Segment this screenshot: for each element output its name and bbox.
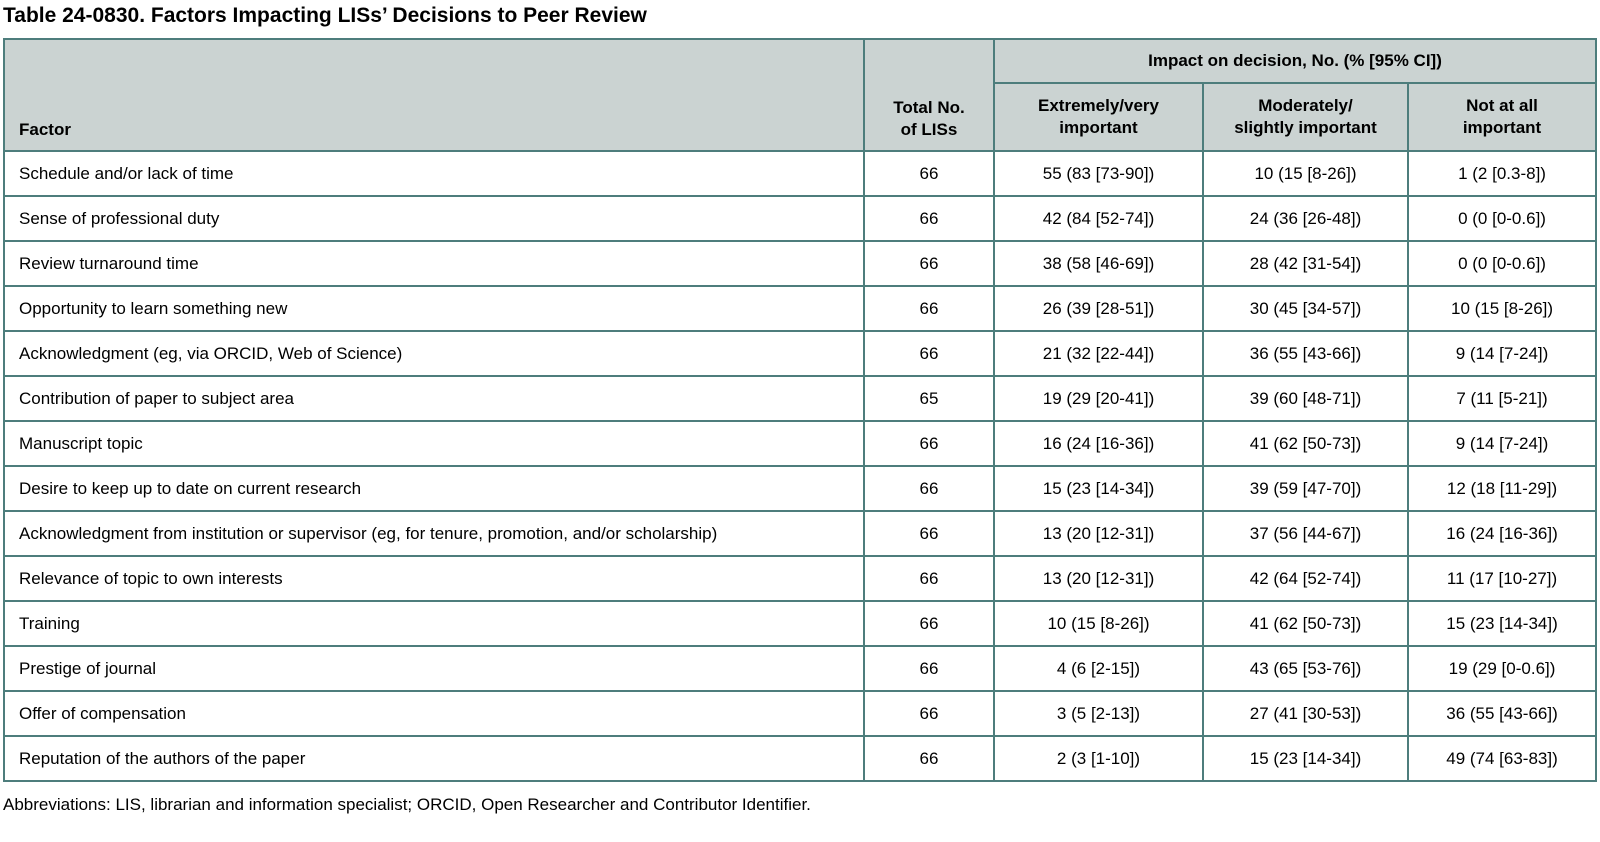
cell-extremely-important: 21 (32 [22-44]) xyxy=(993,330,1204,377)
table-row: Review turnaround time 66 38 (58 [46-69]) 2… xyxy=(3,240,1598,287)
cell-total-liss: 66 xyxy=(863,465,995,512)
col-header-extremely-important: Extremely/very important xyxy=(993,82,1204,152)
cell-not-at-all-important: 0 (0 [0-0.6]) xyxy=(1406,240,1598,287)
cell-factor: Acknowledgment from institution or super… xyxy=(3,510,865,557)
cell-factor: Relevance of topic to own interests xyxy=(3,555,865,602)
cell-total-liss: 66 xyxy=(863,195,995,242)
cell-not-at-all-important: 36 (55 [43-66]) xyxy=(1406,690,1598,737)
cell-total-liss: 66 xyxy=(863,420,995,467)
cell-factor: Manuscript topic xyxy=(3,420,865,467)
cell-moderately-important: 39 (59 [47-70]) xyxy=(1202,465,1409,512)
cell-factor: Desire to keep up to date on current res… xyxy=(3,465,865,512)
table-row: Relevance of topic to own interests 66 13 … xyxy=(3,555,1598,602)
cell-not-at-all-important: 15 (23 [14-34]) xyxy=(1406,600,1598,647)
cell-extremely-important: 13 (20 [12-31]) xyxy=(993,510,1204,557)
cell-not-at-all-important: 10 (15 [8-26]) xyxy=(1406,285,1598,332)
cell-not-at-all-important: 12 (18 [11-29]) xyxy=(1406,465,1598,512)
cell-moderately-important: 42 (64 [52-74]) xyxy=(1202,555,1409,602)
table-row: Prestige of journal 66 4 (6 [2-15]) 43 (65 … xyxy=(3,645,1598,692)
table-row: Acknowledgment (eg, via ORCID, Web of Sc… xyxy=(3,330,1598,377)
cell-factor: Reputation of the authors of the paper xyxy=(3,735,865,782)
cell-not-at-all-important: 1 (2 [0.3-8]) xyxy=(1406,150,1598,197)
cell-not-at-all-important: 49 (74 [63-83]) xyxy=(1406,735,1598,782)
cell-moderately-important: 30 (45 [34-57]) xyxy=(1202,285,1409,332)
table-row: Manuscript topic 66 16 (24 [16-36]) 41 (62 … xyxy=(3,420,1598,467)
cell-moderately-important: 28 (42 [31-54]) xyxy=(1202,240,1409,287)
cell-factor: Contribution of paper to subject area xyxy=(3,375,865,422)
cell-factor: Review turnaround time xyxy=(3,240,865,287)
cell-extremely-important: 10 (15 [8-26]) xyxy=(993,600,1204,647)
cell-factor: Opportunity to learn something new xyxy=(3,285,865,332)
cell-moderately-important: 24 (36 [26-48]) xyxy=(1202,195,1409,242)
cell-moderately-important: 41 (62 [50-73]) xyxy=(1202,420,1409,467)
cell-extremely-important: 4 (6 [2-15]) xyxy=(993,645,1204,692)
cell-moderately-important: 43 (65 [53-76]) xyxy=(1202,645,1409,692)
col-group-header-impact: Impact on decision, No. (% [95% CI]) xyxy=(992,38,1598,84)
cell-not-at-all-important: 9 (14 [7-24]) xyxy=(1406,420,1598,467)
table-row: Desire to keep up to date on current res… xyxy=(3,465,1598,512)
header-row-group: Factor Total No. of LISs Impact on decis… xyxy=(3,38,1598,152)
cell-not-at-all-important: 11 (17 [10-27]) xyxy=(1406,555,1598,602)
cell-extremely-important: 16 (24 [16-36]) xyxy=(993,420,1204,467)
page: Table 24-0830. Factors Impacting LISs’ D… xyxy=(3,4,1598,814)
cell-extremely-important: 19 (29 [20-41]) xyxy=(993,375,1204,422)
cell-factor: Sense of professional duty xyxy=(3,195,865,242)
cell-total-liss: 66 xyxy=(863,600,995,647)
cell-not-at-all-important: 19 (29 [0-0.6]) xyxy=(1406,645,1598,692)
cell-extremely-important: 55 (83 [73-90]) xyxy=(993,150,1204,197)
cell-total-liss: 66 xyxy=(863,285,995,332)
col-header-total-liss: Total No. of LISs xyxy=(863,38,995,152)
table-row: Opportunity to learn something new 66 26 (… xyxy=(3,285,1598,332)
cell-not-at-all-important: 7 (11 [5-21]) xyxy=(1406,375,1598,422)
cell-extremely-important: 15 (23 [14-34]) xyxy=(993,465,1204,512)
cell-moderately-important: 27 (41 [30-53]) xyxy=(1202,690,1409,737)
cell-factor: Training xyxy=(3,600,865,647)
col-header-factor: Factor xyxy=(3,38,865,152)
factors-table: Factor Total No. of LISs Impact on decis… xyxy=(3,38,1598,782)
cell-not-at-all-important: 0 (0 [0-0.6]) xyxy=(1406,195,1598,242)
cell-total-liss: 66 xyxy=(863,510,995,557)
table-row: Training 66 10 (15 [8-26]) 41 (62 [50-73]) 1… xyxy=(3,600,1598,647)
cell-moderately-important: 41 (62 [50-73]) xyxy=(1202,600,1409,647)
col-header-moderately-important: Moderately/ slightly important xyxy=(1202,82,1409,152)
cell-total-liss: 66 xyxy=(863,240,995,287)
cell-total-liss: 66 xyxy=(863,645,995,692)
cell-factor: Schedule and/or lack of time xyxy=(3,150,865,197)
cell-total-liss: 65 xyxy=(863,375,995,422)
cell-extremely-important: 38 (58 [46-69]) xyxy=(993,240,1204,287)
table-row: Reputation of the authors of the paper 66… xyxy=(3,735,1598,782)
cell-extremely-important: 13 (20 [12-31]) xyxy=(993,555,1204,602)
col-header-not-at-all-important: Not at all important xyxy=(1406,82,1598,152)
cell-not-at-all-important: 9 (14 [7-24]) xyxy=(1406,330,1598,377)
cell-total-liss: 66 xyxy=(863,150,995,197)
cell-factor: Offer of compensation xyxy=(3,690,865,737)
cell-extremely-important: 26 (39 [28-51]) xyxy=(993,285,1204,332)
table-row: Contribution of paper to subject area 65 1… xyxy=(3,375,1598,422)
cell-total-liss: 66 xyxy=(863,330,995,377)
cell-moderately-important: 36 (55 [43-66]) xyxy=(1202,330,1409,377)
cell-moderately-important: 39 (60 [48-71]) xyxy=(1202,375,1409,422)
cell-extremely-important: 2 (3 [1-10]) xyxy=(993,735,1204,782)
cell-total-liss: 66 xyxy=(863,735,995,782)
table-row: Acknowledgment from institution or super… xyxy=(3,510,1598,557)
table-header: Factor Total No. of LISs Impact on decis… xyxy=(3,38,1598,152)
table-title: Table 24-0830. Factors Impacting LISs’ D… xyxy=(3,4,647,27)
header-row-sub: Extremely/very important Moderately/ sli… xyxy=(4,82,1598,152)
cell-not-at-all-important: 16 (24 [16-36]) xyxy=(1406,510,1598,557)
cell-extremely-important: 42 (84 [52-74]) xyxy=(993,195,1204,242)
table-row: Sense of professional duty 66 42 (84 [52-7… xyxy=(3,195,1598,242)
cell-total-liss: 66 xyxy=(863,690,995,737)
cell-moderately-important: 37 (56 [44-67]) xyxy=(1202,510,1409,557)
cell-moderately-important: 15 (23 [14-34]) xyxy=(1202,735,1409,782)
cell-total-liss: 66 xyxy=(863,555,995,602)
cell-extremely-important: 3 (5 [2-13]) xyxy=(993,690,1204,737)
table-body: Schedule and/or lack of time 66 55 (83 [73… xyxy=(3,150,1598,782)
table-row: Offer of compensation 66 3 (5 [2-13]) 27 (4… xyxy=(3,690,1598,737)
cell-factor: Prestige of journal xyxy=(3,645,865,692)
table-row: Schedule and/or lack of time 66 55 (83 [73… xyxy=(3,150,1598,197)
cell-factor: Acknowledgment (eg, via ORCID, Web of Sc… xyxy=(3,330,865,377)
abbreviations-footnote: Abbreviations: LIS, librarian and inform… xyxy=(3,795,811,814)
cell-moderately-important: 10 (15 [8-26]) xyxy=(1202,150,1409,197)
